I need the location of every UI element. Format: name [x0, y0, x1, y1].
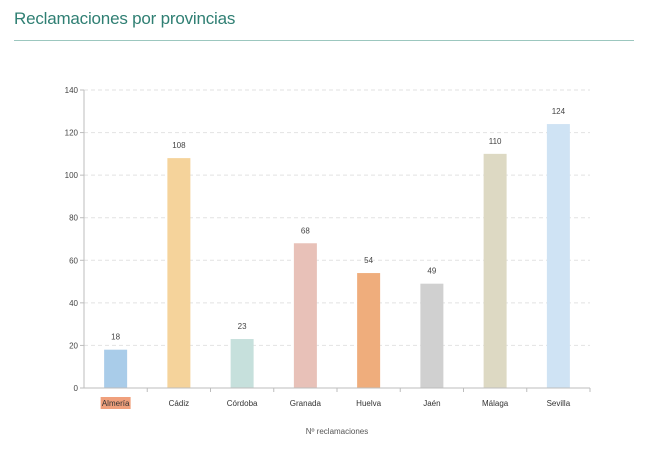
bar-granada[interactable]: [293, 243, 317, 388]
x-axis-label: Nº reclamaciones: [306, 427, 369, 436]
data-label: 124: [552, 107, 566, 116]
y-tick-label: 40: [69, 299, 78, 308]
data-label: 68: [301, 226, 310, 235]
y-tick-label: 120: [65, 129, 79, 138]
y-tick-label: 0: [74, 384, 79, 393]
y-axis-ticks: 0 20 40 60 80 100 120 140: [65, 86, 84, 393]
x-tick-label: Jaén: [423, 399, 440, 408]
x-tick-label: Granada: [290, 399, 322, 408]
bar-huelva[interactable]: [357, 273, 381, 388]
y-tick-label: 60: [69, 256, 78, 265]
data-label: 23: [238, 322, 247, 331]
x-tick-label: Sevilla: [547, 399, 571, 408]
x-axis-ticks: Almería Cádiz Córdoba Granada Huelva Jaén Mála…: [100, 388, 591, 409]
data-labels: 18 108 23 68 54 49 110 124: [111, 107, 565, 342]
bar-jaén[interactable]: [420, 283, 444, 388]
x-tick-highlight: [100, 397, 131, 409]
bar-málaga[interactable]: [483, 153, 507, 388]
x-tick-label: Córdoba: [227, 399, 258, 408]
x-tick-label: Huelva: [356, 399, 381, 408]
data-label: 54: [364, 256, 373, 265]
y-tick-label: 80: [69, 214, 78, 223]
data-label: 110: [489, 137, 502, 146]
x-tick-label: Málaga: [482, 399, 509, 408]
y-tick-label: 100: [65, 171, 79, 180]
bar-cádiz[interactable]: [167, 158, 191, 388]
data-label: 18: [111, 333, 120, 342]
y-tick-label: 140: [65, 86, 79, 95]
data-label: 108: [172, 141, 186, 150]
x-tick-label: Almería: [102, 399, 130, 408]
bar-sevilla[interactable]: [546, 124, 570, 389]
data-label: 49: [427, 267, 436, 276]
page-title: Reclamaciones por provincias: [14, 9, 236, 28]
x-tick-label: Cádiz: [169, 399, 189, 408]
chart-header: Reclamaciones por provincias: [14, 8, 634, 41]
bar-córdoba[interactable]: [230, 339, 254, 388]
bars: [104, 124, 570, 389]
bar-almería[interactable]: [104, 349, 128, 388]
y-tick-label: 20: [69, 341, 78, 350]
grid-lines: [84, 89, 590, 346]
